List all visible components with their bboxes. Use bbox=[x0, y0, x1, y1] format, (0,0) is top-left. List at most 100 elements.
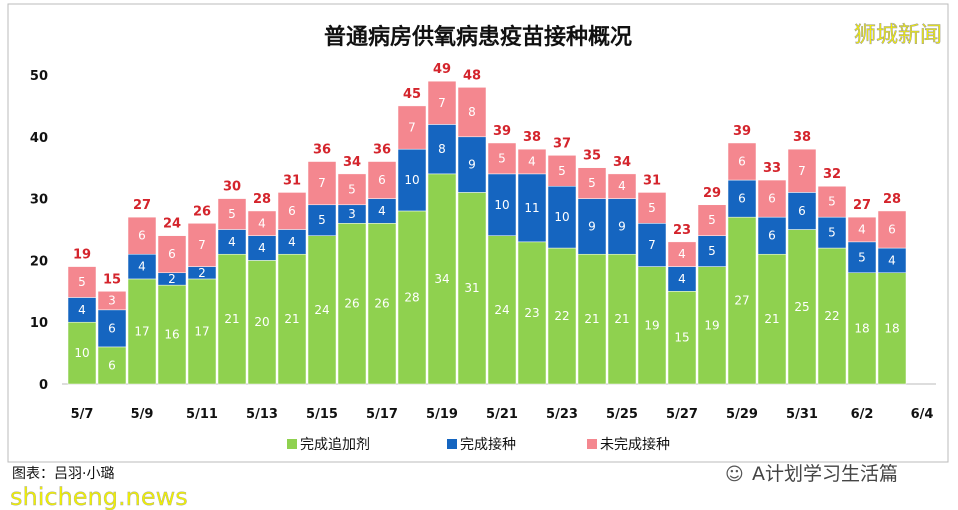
bar-value-label: 5 bbox=[228, 207, 236, 221]
bar-value-label: 18 bbox=[884, 321, 899, 335]
bar-total-label: 24 bbox=[163, 217, 181, 232]
bar-value-label: 7 bbox=[198, 238, 206, 252]
bar-segment-6/1 bbox=[817, 216, 847, 249]
bar-total-label: 31 bbox=[283, 173, 301, 188]
bar-value-label: 11 bbox=[524, 201, 539, 215]
bar-total-label: 28 bbox=[883, 192, 901, 207]
bar-segment-5/8 bbox=[97, 291, 127, 311]
bar-segment-5/31 bbox=[787, 229, 817, 385]
bar-total-label: 39 bbox=[493, 124, 511, 139]
bar-value-label: 9 bbox=[588, 219, 596, 233]
x-tick-label: 5/15 bbox=[306, 407, 338, 422]
bar-segment-6/3 bbox=[877, 247, 907, 274]
bar-value-label: 7 bbox=[438, 96, 446, 110]
bar-value-label: 21 bbox=[764, 312, 779, 326]
bar-value-label: 22 bbox=[554, 309, 569, 323]
bar-total-label: 33 bbox=[763, 161, 781, 176]
y-tick-label: 30 bbox=[30, 193, 48, 208]
bar-segment-5/28 bbox=[697, 204, 727, 236]
bar-segment-5/22 bbox=[517, 173, 547, 243]
bar-segment-5/21 bbox=[487, 142, 517, 175]
bar-value-label: 10 bbox=[554, 210, 569, 224]
bar-total-label: 48 bbox=[463, 68, 481, 83]
bar-segment-6/1 bbox=[817, 185, 847, 218]
bar-value-label: 8 bbox=[438, 142, 446, 156]
bar-value-label: 4 bbox=[618, 179, 626, 193]
bar-segment-5/15 bbox=[307, 235, 337, 385]
bar-segment-5/19 bbox=[427, 124, 457, 175]
bar-value-label: 4 bbox=[888, 253, 896, 267]
bar-value-label: 22 bbox=[824, 309, 839, 323]
bar-value-label: 5 bbox=[498, 151, 506, 165]
bar-segment-5/20 bbox=[457, 136, 487, 193]
x-tick-label: 5/7 bbox=[71, 407, 94, 422]
bar-segment-5/25 bbox=[607, 253, 637, 385]
bar-total-label: 38 bbox=[793, 130, 811, 145]
bar-value-label: 16 bbox=[164, 328, 179, 342]
bar-value-label: 15 bbox=[674, 331, 689, 345]
bar-segment-5/7 bbox=[67, 266, 97, 298]
bar-value-label: 4 bbox=[378, 204, 386, 218]
bar-total-label: 19 bbox=[73, 248, 91, 263]
bar-value-label: 2 bbox=[168, 272, 176, 286]
bar-value-label: 23 bbox=[524, 306, 539, 320]
y-tick-label: 40 bbox=[30, 131, 48, 146]
bar-segment-5/17 bbox=[367, 161, 397, 199]
bar-segment-5/29 bbox=[727, 142, 757, 181]
bar-segment-5/29 bbox=[727, 179, 757, 218]
bar-segment-5/11 bbox=[187, 223, 217, 267]
bar-value-label: 5 bbox=[708, 244, 716, 258]
bar-segment-5/21 bbox=[487, 173, 517, 236]
bar-total-label: 27 bbox=[853, 198, 871, 213]
bar-value-label: 19 bbox=[704, 318, 719, 332]
bar-total-label: 34 bbox=[613, 155, 631, 170]
bar-segment-5/30 bbox=[757, 216, 787, 255]
bar-total-label: 35 bbox=[583, 149, 601, 164]
bar-segment-5/24 bbox=[577, 253, 607, 385]
bar-value-label: 17 bbox=[194, 324, 209, 338]
x-tick-label: 5/27 bbox=[666, 407, 698, 422]
legend-swatch-incomplete bbox=[587, 439, 597, 449]
bar-value-label: 7 bbox=[798, 164, 806, 178]
bar-value-label: 8 bbox=[468, 105, 476, 119]
bar-segment-5/14 bbox=[277, 192, 307, 230]
bar-value-label: 18 bbox=[854, 321, 869, 335]
bar-segment-5/31 bbox=[787, 148, 817, 193]
wechat-icon: ☺ bbox=[725, 464, 744, 485]
bar-total-label: 34 bbox=[343, 155, 361, 170]
bar-segment-5/22 bbox=[517, 148, 547, 175]
x-tick-label: 5/19 bbox=[426, 407, 458, 422]
bar-total-label: 49 bbox=[433, 62, 451, 77]
bar-value-label: 5 bbox=[828, 226, 836, 240]
bar-segment-5/27 bbox=[667, 291, 697, 385]
bar-segment-5/7 bbox=[67, 321, 97, 385]
bar-segment-5/15 bbox=[307, 161, 337, 206]
bar-value-label: 4 bbox=[678, 247, 686, 261]
legend-label-incomplete: 未完成接种 bbox=[600, 436, 670, 453]
bar-value-label: 6 bbox=[888, 223, 896, 237]
y-tick-label: 20 bbox=[30, 254, 48, 269]
bar-segment-5/20 bbox=[457, 87, 487, 138]
bar-total-label: 30 bbox=[223, 180, 241, 195]
x-tick-label: 5/29 bbox=[726, 407, 758, 422]
bar-value-label: 27 bbox=[734, 294, 749, 308]
bar-value-label: 21 bbox=[614, 312, 629, 326]
bar-total-label: 32 bbox=[823, 167, 841, 182]
bar-value-label: 4 bbox=[288, 235, 296, 249]
bar-value-label: 26 bbox=[374, 297, 389, 311]
bar-value-label: 20 bbox=[254, 315, 269, 329]
bar-segment-5/28 bbox=[697, 266, 727, 385]
legend-label-complete: 完成接种 bbox=[460, 436, 516, 453]
bar-value-label: 4 bbox=[858, 223, 866, 237]
bar-segment-5/14 bbox=[277, 253, 307, 385]
bar-total-label: 23 bbox=[673, 223, 691, 238]
bar-value-label: 31 bbox=[464, 281, 479, 295]
bar-segment-5/22 bbox=[517, 241, 547, 385]
bar-value-label: 21 bbox=[224, 312, 239, 326]
bar-value-label: 4 bbox=[78, 303, 86, 317]
bar-segment-5/24 bbox=[577, 198, 607, 255]
legend-swatch-booster bbox=[287, 439, 297, 449]
bar-value-label: 7 bbox=[648, 238, 656, 252]
bar-segment-5/8 bbox=[97, 346, 127, 385]
